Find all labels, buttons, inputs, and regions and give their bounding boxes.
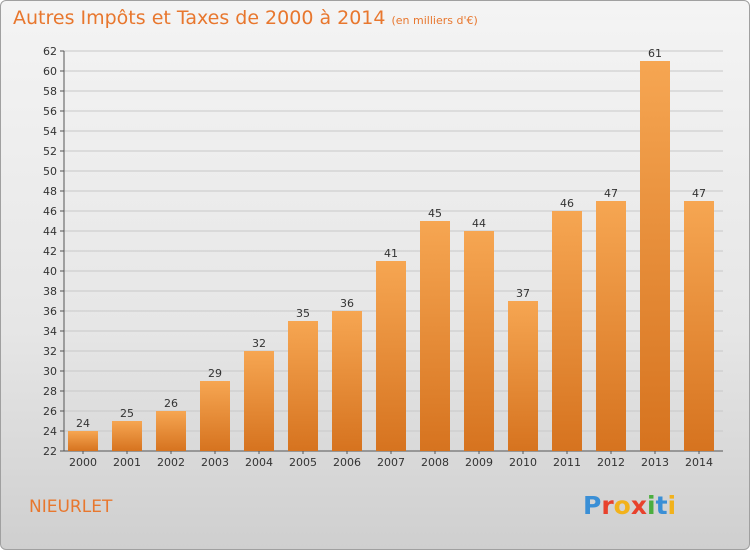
x-tick-label: 2010 xyxy=(509,456,537,469)
data-label: 26 xyxy=(164,397,178,410)
bar xyxy=(288,321,318,451)
y-tick-label: 28 xyxy=(43,385,57,398)
chart-subtitle: (en milliers d'€) xyxy=(391,14,478,27)
x-tick-label: 2001 xyxy=(113,456,141,469)
data-label: 44 xyxy=(472,217,486,230)
logo-letter: i xyxy=(667,491,677,520)
x-tick-label: 2011 xyxy=(553,456,581,469)
data-label: 46 xyxy=(560,197,574,210)
y-tick-label: 46 xyxy=(43,205,57,218)
bar xyxy=(112,421,142,451)
y-tick-label: 36 xyxy=(43,305,57,318)
y-tick-label: 22 xyxy=(43,445,57,458)
y-tick-label: 38 xyxy=(43,285,57,298)
y-tick-label: 42 xyxy=(43,245,57,258)
logo-letter: r xyxy=(601,491,614,520)
data-label: 25 xyxy=(120,407,134,420)
data-label: 37 xyxy=(516,287,530,300)
data-label: 47 xyxy=(604,187,618,200)
x-tick-label: 2004 xyxy=(245,456,273,469)
y-tick-label: 62 xyxy=(43,45,57,58)
x-tick-label: 2008 xyxy=(421,456,449,469)
data-label: 61 xyxy=(648,47,662,60)
y-tick-label: 44 xyxy=(43,225,57,238)
chart-title: Autres Impôts et Taxes de 2000 à 2014 (en… xyxy=(13,7,478,29)
logo-letter: x xyxy=(630,491,647,520)
data-label: 41 xyxy=(384,247,398,260)
data-label: 47 xyxy=(692,187,706,200)
y-tick-label: 26 xyxy=(43,405,57,418)
y-tick-label: 50 xyxy=(43,165,57,178)
bar xyxy=(420,221,450,451)
logo-letter: P xyxy=(583,491,602,520)
x-tick-label: 2012 xyxy=(597,456,625,469)
y-tick-label: 48 xyxy=(43,185,57,198)
x-tick-label: 2013 xyxy=(641,456,669,469)
y-tick-label: 30 xyxy=(43,365,57,378)
bar xyxy=(200,381,230,451)
logo-letter: o xyxy=(613,491,631,520)
bar xyxy=(508,301,538,451)
logo-letter: i xyxy=(647,491,656,520)
bar xyxy=(156,411,186,451)
commune-name: NIEURLET xyxy=(29,497,113,517)
bar xyxy=(640,61,670,451)
logo-letter: t xyxy=(655,491,668,520)
y-tick-label: 56 xyxy=(43,105,57,118)
x-tick-label: 2014 xyxy=(685,456,713,469)
y-tick-label: 60 xyxy=(43,65,57,78)
data-label: 36 xyxy=(340,297,354,310)
y-tick-label: 34 xyxy=(43,325,57,338)
data-label: 29 xyxy=(208,367,222,380)
bar xyxy=(596,201,626,451)
x-tick-label: 2005 xyxy=(289,456,317,469)
bar xyxy=(464,231,494,451)
proxiti-logo: Proxiti xyxy=(583,491,676,520)
x-tick-label: 2009 xyxy=(465,456,493,469)
x-tick-label: 2007 xyxy=(377,456,405,469)
y-tick-label: 40 xyxy=(43,265,57,278)
x-tick-label: 2006 xyxy=(333,456,361,469)
data-label: 24 xyxy=(76,417,90,430)
data-label: 32 xyxy=(252,337,266,350)
bar xyxy=(244,351,274,451)
y-tick-label: 58 xyxy=(43,85,57,98)
bar xyxy=(684,201,714,451)
data-label: 45 xyxy=(428,207,442,220)
y-tick-label: 52 xyxy=(43,145,57,158)
x-tick-label: 2002 xyxy=(157,456,185,469)
bar xyxy=(552,211,582,451)
y-tick-label: 54 xyxy=(43,125,57,138)
chart-title-text: Autres Impôts et Taxes de 2000 à 2014 xyxy=(13,7,386,29)
y-tick-label: 24 xyxy=(43,425,57,438)
x-tick-label: 2003 xyxy=(201,456,229,469)
bar xyxy=(332,311,362,451)
x-tick-label: 2000 xyxy=(69,456,97,469)
bar xyxy=(376,261,406,451)
y-tick-label: 32 xyxy=(43,345,57,358)
data-label: 35 xyxy=(296,307,310,320)
bar xyxy=(68,431,98,451)
